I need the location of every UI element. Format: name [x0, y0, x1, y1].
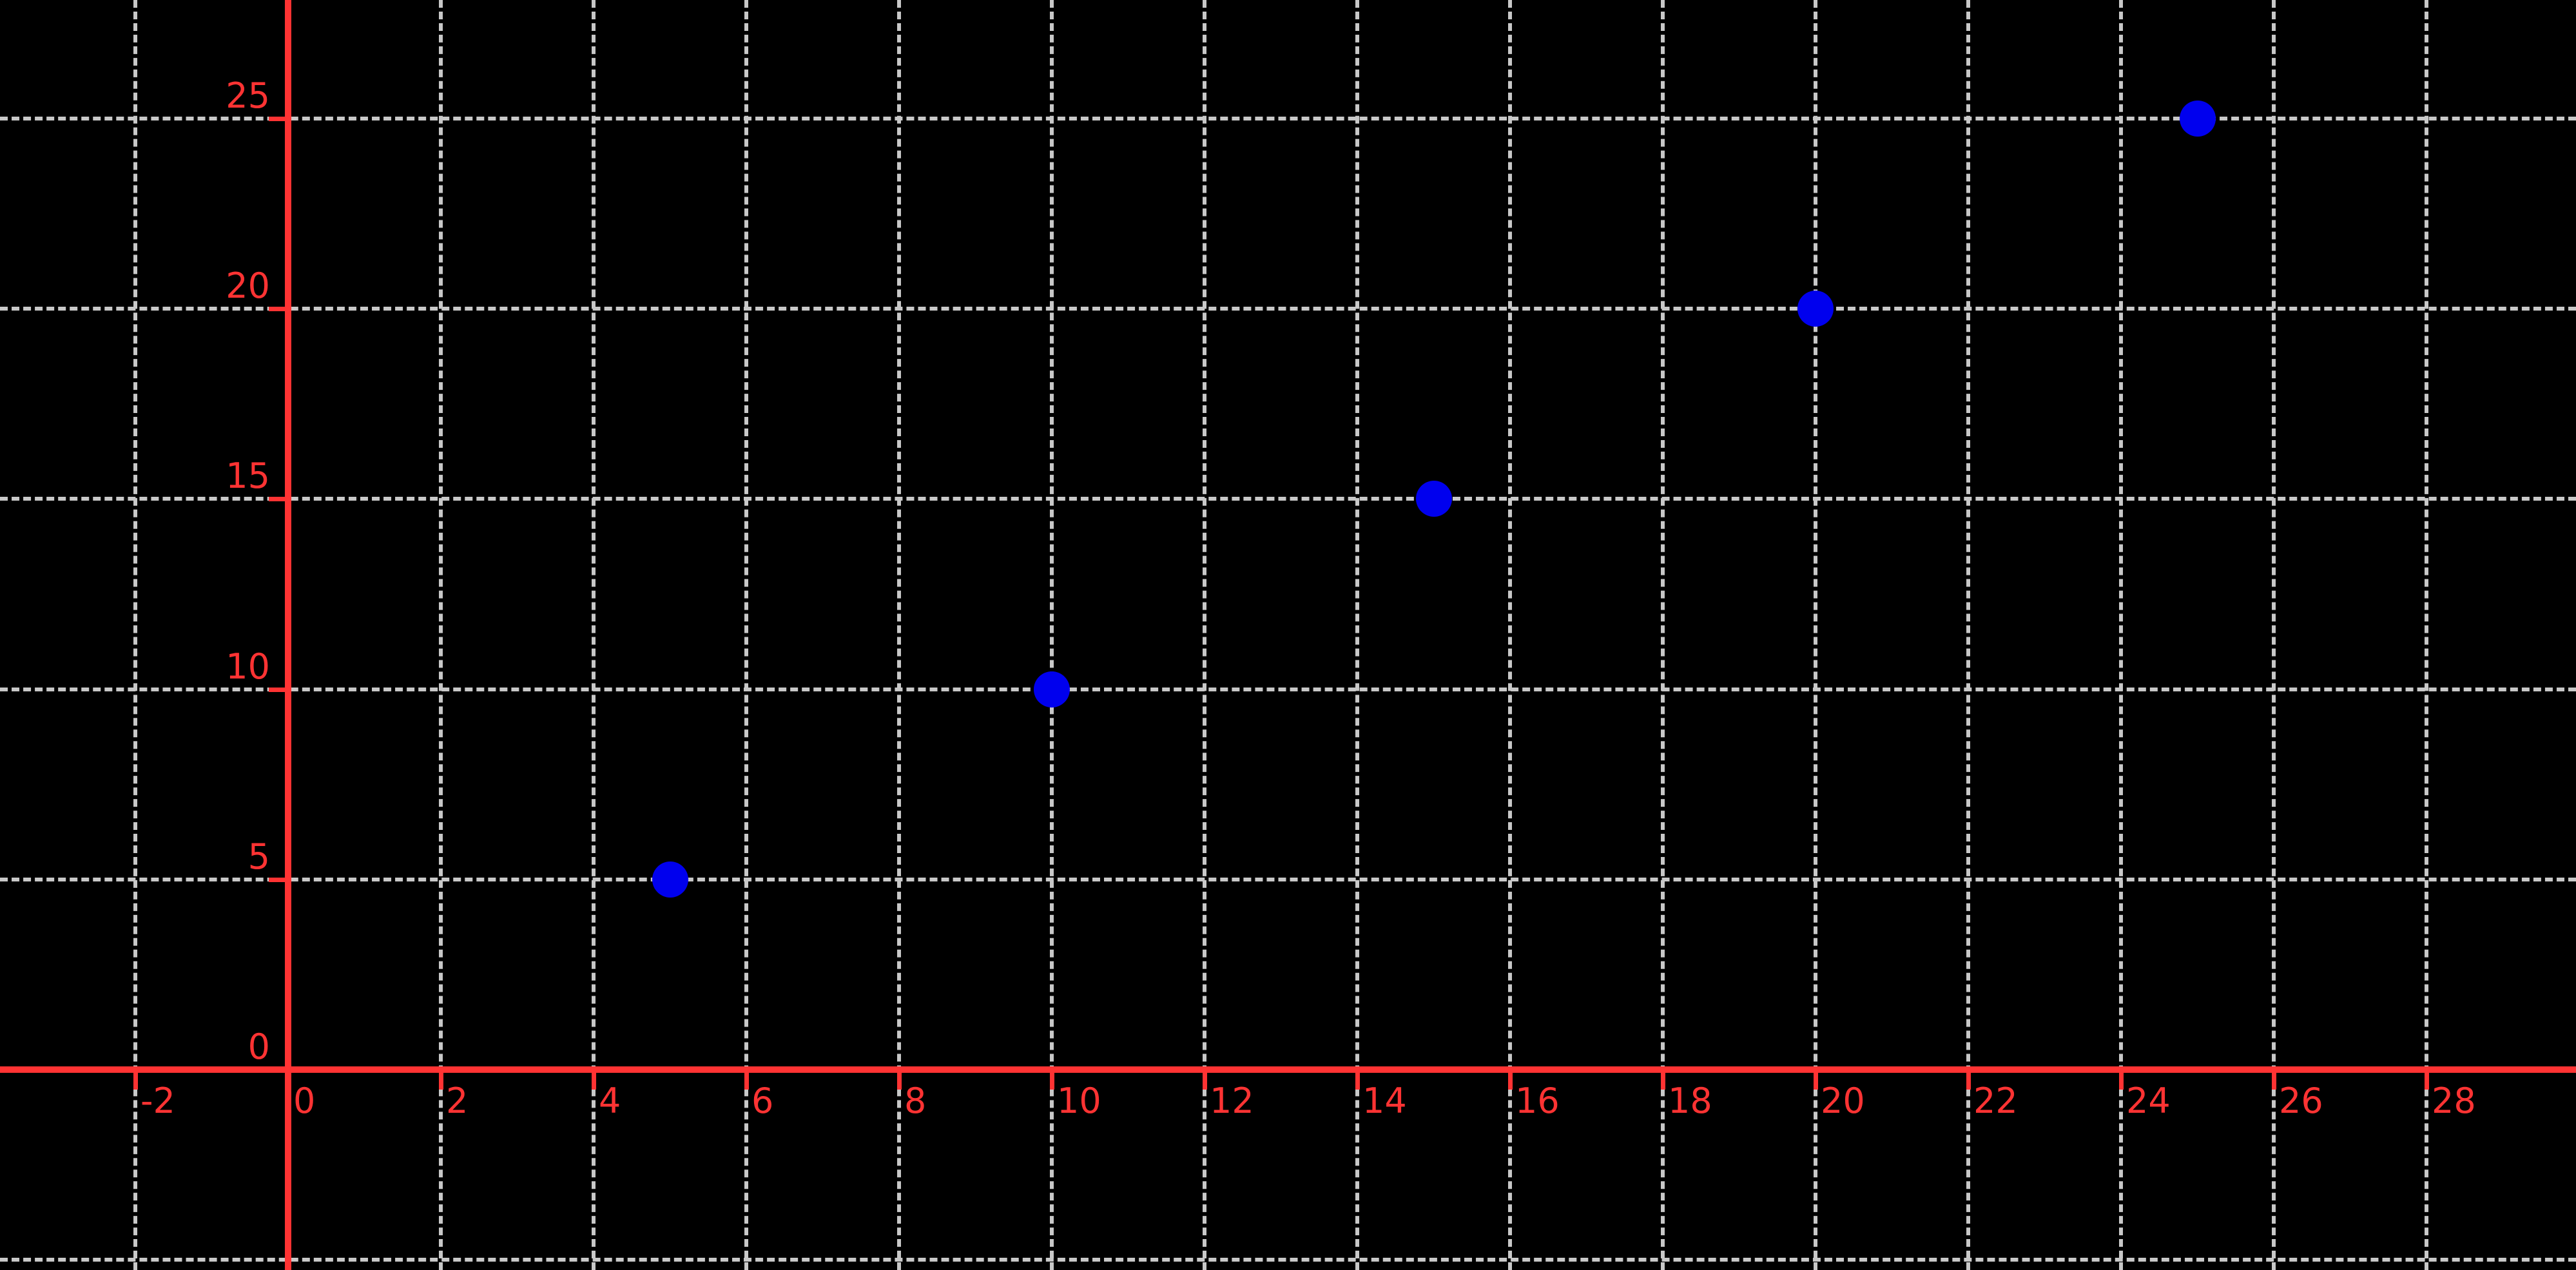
y-tick-label: 5: [247, 836, 270, 877]
gridline-vertical: [592, 0, 596, 1270]
y-axis-tick: [269, 117, 286, 121]
x-tick-label: -2: [140, 1081, 175, 1121]
x-tick-label: 22: [1973, 1081, 2018, 1121]
gridline-vertical: [744, 0, 748, 1270]
x-axis-line: [0, 1066, 2576, 1073]
gridline-horizontal: [0, 1258, 2576, 1262]
y-tick-label: 0: [247, 1026, 270, 1067]
gridline-vertical: [1355, 0, 1359, 1270]
x-axis-tick: [1966, 1073, 1971, 1090]
x-axis-tick: [1203, 1073, 1207, 1090]
y-tick-label: 25: [226, 75, 270, 116]
gridline-vertical: [2119, 0, 2123, 1270]
x-tick-label: 20: [1821, 1081, 1865, 1121]
gridline-vertical: [2425, 0, 2428, 1270]
gridline-vertical: [1661, 0, 1665, 1270]
x-tick-label: 14: [1362, 1081, 1407, 1121]
y-tick-label: 20: [226, 265, 270, 307]
y-tick-label: 15: [226, 456, 270, 497]
data-point[interactable]: [1034, 671, 1070, 707]
x-axis-tick: [1508, 1073, 1513, 1090]
x-axis-tick: [744, 1073, 749, 1090]
data-point[interactable]: [2179, 101, 2216, 137]
gridline-vertical: [1966, 0, 1970, 1270]
data-point[interactable]: [1415, 481, 1452, 517]
x-tick-label: 12: [1210, 1081, 1254, 1121]
x-tick-label: 26: [2279, 1081, 2323, 1121]
gridline-horizontal: [0, 117, 2576, 120]
gridline-vertical: [133, 0, 137, 1270]
x-axis-tick: [897, 1073, 902, 1090]
x-axis-tick: [2272, 1073, 2276, 1090]
x-axis-tick: [439, 1073, 443, 1090]
gridline-vertical: [1814, 0, 1817, 1270]
y-axis-tick: [269, 1068, 286, 1072]
gridline-vertical: [2272, 0, 2276, 1270]
x-axis-tick: [1661, 1073, 1665, 1090]
x-axis-tick: [1355, 1073, 1360, 1090]
x-axis-tick: [286, 1073, 291, 1090]
x-axis-tick: [1814, 1073, 1818, 1090]
x-tick-label: 18: [1668, 1081, 1712, 1121]
y-axis-line: [285, 0, 291, 1270]
gridline-horizontal: [0, 877, 2576, 881]
data-point[interactable]: [652, 861, 688, 898]
x-tick-label: 28: [2432, 1081, 2476, 1121]
gridline-horizontal: [0, 307, 2576, 311]
gridline-horizontal: [0, 497, 2576, 501]
x-tick-label: 10: [1057, 1081, 1101, 1121]
x-tick-label: 24: [2126, 1081, 2171, 1121]
y-axis-tick: [269, 687, 286, 692]
x-tick-label: 0: [293, 1081, 316, 1121]
x-tick-label: 6: [751, 1081, 774, 1121]
gridline-horizontal: [0, 687, 2576, 691]
x-axis-tick: [2119, 1073, 2124, 1090]
data-point[interactable]: [1797, 291, 1834, 327]
x-tick-label: 2: [446, 1081, 469, 1121]
x-axis-tick: [2425, 1073, 2429, 1090]
gridline-vertical: [1203, 0, 1206, 1270]
x-tick-label: 8: [904, 1081, 927, 1121]
x-axis-tick: [592, 1073, 596, 1090]
x-tick-label: 16: [1515, 1081, 1560, 1121]
y-axis-tick: [269, 307, 286, 312]
x-axis-tick: [1050, 1073, 1054, 1090]
y-axis-tick: [269, 497, 286, 502]
gridline-vertical: [1508, 0, 1512, 1270]
x-tick-label: 4: [599, 1081, 621, 1121]
gridline-vertical: [897, 0, 901, 1270]
x-axis-tick: [133, 1073, 138, 1090]
y-axis-tick: [269, 877, 286, 882]
gridline-vertical: [439, 0, 443, 1270]
gridline-vertical: [1050, 0, 1054, 1270]
y-tick-label: 10: [226, 646, 270, 687]
